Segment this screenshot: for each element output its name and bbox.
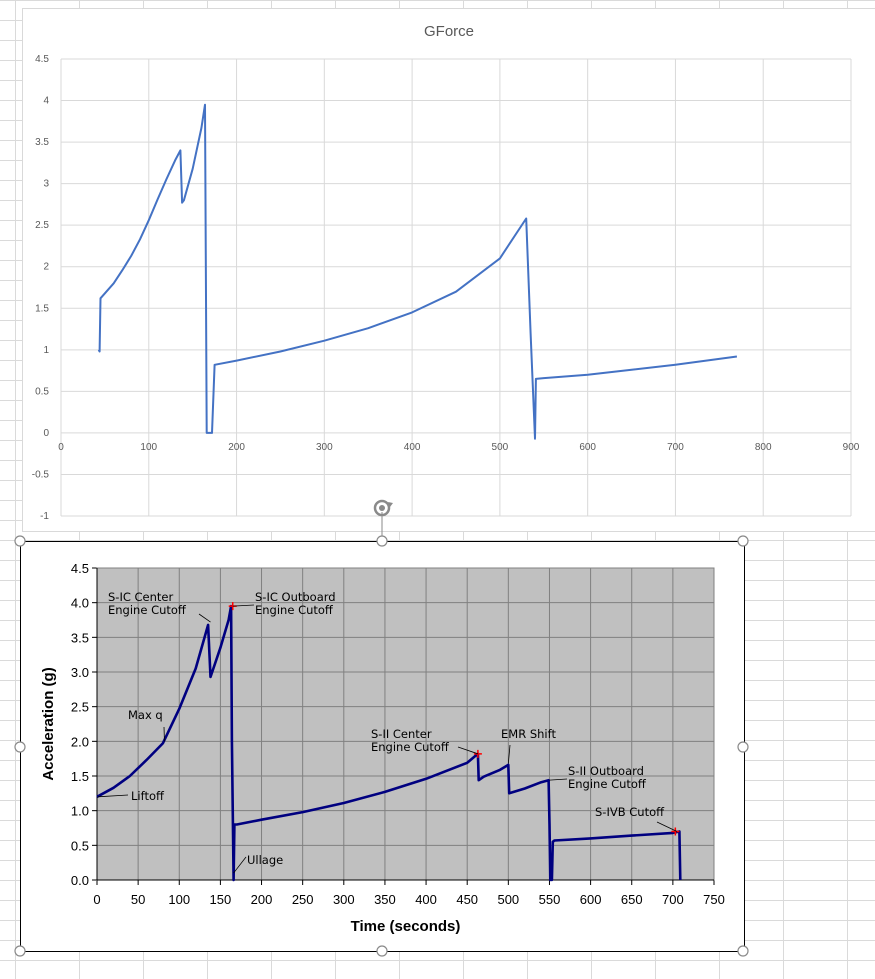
y-tick-label: 2 [43,262,49,273]
annotation-leader [198,613,211,623]
annotation-label: Engine Cutoff [568,777,647,791]
x-tick-label: 50 [131,892,145,907]
x-tick-label: 100 [168,892,190,907]
x-tick-label: 550 [539,892,561,907]
y-tick-label: 1.0 [71,804,89,819]
y-tick-label: 2.5 [35,220,49,231]
annotation-label: S-IC Outboard [255,590,336,604]
x-tick-label: 300 [333,892,355,907]
x-tick-label: 800 [755,442,772,453]
y-tick-label: 1.5 [71,769,89,784]
y-tick-label: 3.5 [35,137,49,148]
acceleration-chart-svg: 0 50 100 150 200 250 300 350 400 450 500 550 600 650 7… [40,561,725,935]
y-tick-label: 4.5 [35,54,49,65]
annotation-label: Liftoff [131,789,165,803]
annotation-leader [656,821,678,832]
y-tick-label: 0.5 [35,386,49,397]
x-tick-label: 100 [140,442,157,453]
x-tick-label: 700 [662,892,684,907]
x-tick-label: 500 [497,892,519,907]
y-tick-label: 0.0 [71,873,89,888]
series-line [97,103,738,440]
annotation-label: S-II Center [371,727,432,741]
cutoff-marker [671,827,680,836]
x-tick-label: 200 [228,442,245,453]
x-tick-label: 250 [292,892,314,907]
y-axis-label: Acceleration (g) [40,667,57,780]
y-tick-label: 4.0 [71,596,89,611]
annotation-label: S-IC Center [108,590,174,604]
y-tick-label: 3 [43,179,49,190]
y-tick-label: 4.5 [71,561,89,576]
y-tick-label: 3.5 [71,630,89,645]
annotation-leader [232,604,255,607]
gforce-chart[interactable]: GForce 4.5 4 3.5 3 2.5 2 1.5 1 0.5 0 -0.5 -1 0 100 200 3… [22,8,875,532]
x-tick-label: 400 [415,892,437,907]
annotation-leader [549,778,568,781]
y-tick-label: 1.5 [35,303,49,314]
annotation-label: Ullage [247,853,283,867]
x-tick-label: 500 [492,442,509,453]
y-tick-label: 0 [43,428,49,439]
annotation-leader [97,794,129,798]
annotation-label: Engine Cutoff [108,603,187,617]
x-tick-label: 900 [843,442,860,453]
y-tick-label: 3.0 [71,665,89,680]
annotation-label: S-II Outboard [568,764,644,778]
annotation-label: EMR Shift [501,727,556,741]
y-tick-label: 0.5 [71,838,89,853]
x-tick-label: 0 [93,892,100,907]
annotation-label: S-IVB Cutoff [595,805,665,819]
annotation-label: Max q [128,708,163,722]
y-tick-label: -1 [40,511,49,522]
x-tick-label: 600 [580,892,602,907]
x-tick-label: 200 [251,892,273,907]
plot-area [97,568,714,880]
annotation-leader [233,856,247,874]
annotation-leader [507,744,511,764]
x-tick-label: 300 [316,442,333,453]
annotation-label: Engine Cutoff [371,740,450,754]
x-tick-label: 650 [621,892,643,907]
y-tick-label: 2.0 [71,734,89,749]
x-tick-label: 600 [579,442,596,453]
x-tick-label: 450 [456,892,478,907]
y-tick-label: 4 [43,96,49,107]
x-tick-label: 350 [374,892,396,907]
y-tick-label: -0.5 [32,469,50,480]
y-tick-label: 1 [43,345,49,356]
x-tick-label: 750 [703,892,725,907]
x-tick-label: 150 [210,892,232,907]
annotation-label: Engine Cutoff [255,603,334,617]
gforce-chart-svg: GForce 4.5 4 3.5 3 2.5 2 1.5 1 0.5 0 -0.5 -1 0 100 200 3… [32,23,860,522]
acceleration-chart[interactable]: 0 50 100 150 200 250 300 350 400 450 500 550 600 650 7… [20,541,745,952]
series-line [96,604,682,882]
x-tick-label: 400 [404,442,421,453]
x-tick-label: 0 [58,442,64,453]
chart-title: GForce [424,23,474,40]
annotation-leader [457,746,479,755]
x-axis-label: Time (seconds) [351,918,461,935]
cutoff-marker [473,749,482,758]
x-tick-label: 700 [667,442,684,453]
y-tick-label: 2.5 [71,700,89,715]
